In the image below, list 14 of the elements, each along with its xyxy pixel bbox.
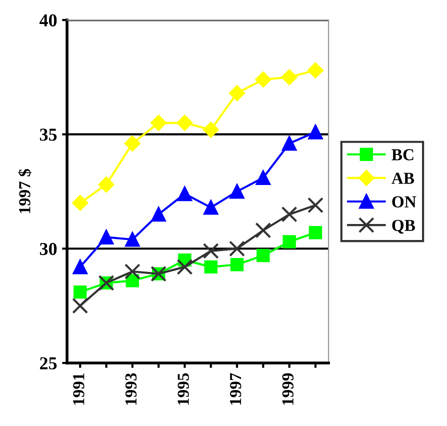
x-tick-label: 1997	[230, 373, 242, 405]
legend-label: QB	[392, 220, 416, 234]
y-tick-label: 25	[40, 357, 57, 370]
legend-label: AB	[392, 172, 414, 184]
x-tick-label: 1999	[282, 373, 294, 405]
x-tick-label: 1995	[178, 373, 189, 405]
x-tick-label: 1991	[73, 374, 84, 405]
y-axis-title: 1997 $	[18, 169, 32, 214]
legend-label: ON	[392, 196, 416, 208]
legend-label: BC	[392, 149, 414, 160]
x-tick-label: 1993	[125, 373, 137, 405]
y-tick-label: 35	[40, 128, 57, 141]
y-tick-label: 30	[40, 242, 57, 256]
y-tick-label: 40	[40, 14, 57, 26]
